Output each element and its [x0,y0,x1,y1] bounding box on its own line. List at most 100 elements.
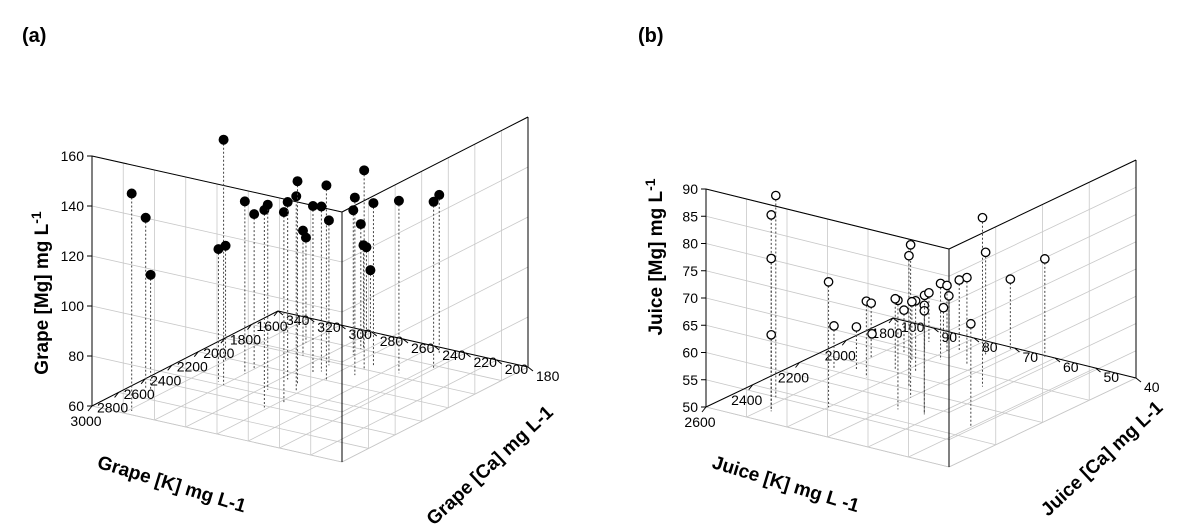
floor-gridline-y [746,327,934,418]
z-tick-label: 90 [682,181,698,197]
y-tick-label: 40 [1144,379,1160,395]
z-tick-label: 60 [68,398,84,414]
y-tick-label: 200 [505,361,529,377]
data-point [867,328,877,339]
data-point [965,318,976,329]
data-point [944,291,954,301]
data-point [359,165,370,176]
data-point [977,212,988,223]
frame-edge [948,159,1137,250]
wall-gridline-z [341,166,529,263]
z-axis-title-sup: -1 [642,178,658,191]
floor-gridline-y [248,345,435,442]
data-point [770,190,781,201]
data-point [126,188,137,199]
data-point [980,247,991,258]
panel-label: (b) [638,25,664,47]
data-point [428,196,439,207]
data-point [249,209,260,220]
data-point [907,296,917,307]
x-tick [87,405,93,412]
y-tick [933,327,939,333]
z-tick-label: 75 [682,263,698,279]
panel-label: (a) [22,25,46,47]
x-axis-title: Grape [K] mg L-1 [95,452,249,517]
grid-lines [91,116,529,463]
data-point [321,180,332,191]
x-tick [748,384,754,391]
data-point [899,305,909,316]
data-point [1005,274,1016,284]
y-tick-label: 100 [901,319,925,335]
data-point [262,199,273,210]
x-tick [193,351,199,358]
x-tick [247,324,252,330]
y-tick [340,324,346,330]
z-tick-label: 80 [682,236,698,252]
y-tick [433,345,440,351]
wall-gridline-z [341,216,529,313]
data-point [766,210,777,220]
x-tick [140,378,146,385]
x-tick-label: 2200 [778,370,809,386]
y-tick-label: 340 [286,312,310,328]
data-point [905,239,916,250]
y-tick [973,337,980,343]
z-tick-label: 85 [682,208,698,224]
x-tick-label: 1800 [230,332,261,348]
x-tick-label: 3000 [70,413,101,429]
y-tick [308,317,315,323]
data-point [829,321,839,331]
y-tick-label: 300 [349,326,373,342]
data-point [938,302,949,313]
x-tick [114,392,119,398]
data-point [890,293,901,304]
data-point [349,192,360,203]
wall-gridline-z [341,266,529,363]
data-point [316,201,327,212]
data-point [942,280,952,291]
z-tick-label: 120 [61,248,85,264]
floor-gridline-y [867,357,1056,448]
data-point [220,240,231,251]
y-tick [465,352,471,358]
data-point [866,298,877,309]
y-tick [277,310,284,316]
x-tick [167,364,173,371]
x-tick-label: 2200 [177,359,208,375]
data-point [348,205,359,216]
x-tick-label: 2000 [203,345,234,361]
floor-gridline-y [216,338,404,435]
z-tick-label: 140 [61,198,85,214]
data-point [218,134,229,145]
axes-frame: 50 55 60 65 70 75 80 85 90 2600 2400 2200 2000 1800 40… [682,159,1160,467]
x-tick [273,310,279,317]
z-tick-label: 65 [682,317,698,333]
data-point [282,197,293,208]
x-tick-label: 2800 [97,399,128,415]
y-tick [402,338,409,344]
y-tick-label: 320 [317,319,341,335]
data-point [766,253,777,264]
data-point [292,176,303,187]
frame-edge [91,155,343,213]
floor-gridline-y [310,359,497,456]
x-axis-title: Juice [K] mg L -1 [710,452,863,517]
y-tick-label: 80 [982,339,998,355]
data-point [904,250,914,261]
data-point [300,232,311,243]
y-tick-label: 240 [442,347,466,363]
x-tick-label: 2000 [825,347,856,363]
data-point [851,322,862,332]
y-tick-label: 180 [536,368,560,384]
floor-gridline-y [827,347,1015,438]
data-point [393,195,404,206]
data-point [323,215,334,226]
z-tick-label: 70 [682,290,698,306]
z-axis-title-main: Grape [Mg] mg L [32,223,53,374]
data-points [766,190,1050,428]
floor-gridline-y [786,337,975,428]
data-point [1039,254,1050,264]
x-tick-label: 2400 [731,392,762,408]
wall-gridline-z [341,316,529,413]
